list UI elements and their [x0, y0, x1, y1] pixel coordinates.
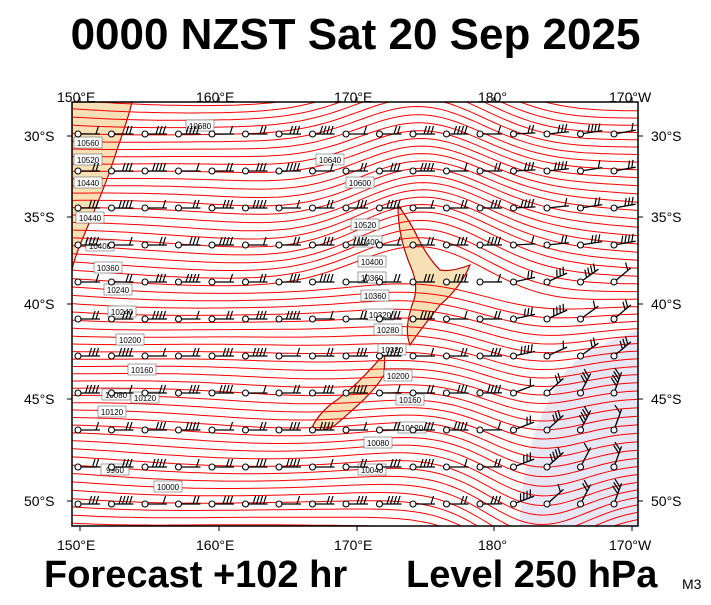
svg-text:10440: 10440 [77, 179, 100, 188]
lat-label-left-40s: 40°S [24, 296, 55, 312]
svg-text:10600: 10600 [349, 179, 372, 188]
svg-text:10160: 10160 [131, 366, 154, 375]
contour-label: 10440 [74, 177, 102, 188]
contour-label: 10400 [358, 256, 386, 267]
lat-label-left-35s: 35°S [24, 209, 55, 225]
svg-text:10120: 10120 [101, 408, 124, 417]
svg-text:10200: 10200 [119, 336, 142, 345]
lon-label-top-160e: 160°E [196, 89, 234, 105]
lon-label-top-170e: 170°E [334, 89, 372, 105]
contour-label: 10200 [116, 334, 144, 345]
svg-text:10000: 10000 [157, 483, 180, 492]
svg-text:10360: 10360 [364, 292, 387, 301]
svg-text:10360: 10360 [97, 264, 120, 273]
contour-label: 10160 [128, 364, 156, 375]
svg-text:10520: 10520 [77, 156, 100, 165]
lat-label-right-35s: 35°S [651, 209, 682, 225]
svg-text:10520: 10520 [354, 221, 377, 230]
svg-text:10160: 10160 [399, 396, 422, 405]
contour-label: 10640 [316, 154, 344, 165]
lon-label-bottom-180: 180° [478, 537, 507, 553]
svg-text:10640: 10640 [319, 156, 342, 165]
svg-text:10400: 10400 [89, 242, 112, 251]
contour-label: 10360 [94, 262, 122, 273]
contour-label: 10520 [351, 219, 379, 230]
contour-label: 10560 [74, 137, 102, 148]
lat-label-left-30s: 30°S [24, 128, 55, 144]
lon-label-bottom-170e: 170°E [334, 537, 372, 553]
contour-label: 10200 [384, 370, 412, 381]
contour-label: 10280 [374, 324, 402, 335]
level-label: Level 250 hPa [406, 554, 657, 597]
contour-label: 10240 [104, 284, 132, 295]
lat-label-left-45s: 45°S [24, 391, 55, 407]
lon-label-top-180: 180° [478, 89, 507, 105]
contour-label: 10120 [98, 406, 126, 417]
lon-label-top-150e: 150°E [57, 89, 95, 105]
contour-label: 10440 [76, 212, 104, 223]
svg-text:10440: 10440 [79, 214, 102, 223]
contour-label: 10080 [364, 437, 392, 448]
lat-label-right-50s: 50°S [651, 493, 682, 509]
svg-text:10240: 10240 [107, 286, 130, 295]
contour-label: 10600 [346, 177, 374, 188]
lon-label-top-170w: 170°W [609, 89, 651, 105]
contour-label: 9960 [101, 464, 129, 475]
lat-label-right-45s: 45°S [651, 391, 682, 407]
svg-text:10560: 10560 [77, 139, 100, 148]
lon-label-bottom-170w: 170°W [609, 537, 651, 553]
svg-text:10280: 10280 [377, 326, 400, 335]
lat-label-left-50s: 50°S [24, 493, 55, 509]
svg-text:10080: 10080 [367, 439, 390, 448]
lat-label-right-30s: 30°S [651, 128, 682, 144]
contour-label: 10080 [102, 389, 130, 400]
lon-label-bottom-150e: 150°E [57, 537, 95, 553]
svg-text:10400: 10400 [361, 258, 384, 267]
contour-label: 10680 [186, 120, 214, 131]
contour-label: 10160 [396, 394, 424, 405]
lat-label-right-40s: 40°S [651, 296, 682, 312]
lon-label-bottom-160e: 160°E [196, 537, 234, 553]
forecast-label: Forecast +102 hr [44, 554, 347, 597]
model-code: M3 [682, 576, 701, 592]
contour-label: 10000 [154, 481, 182, 492]
contour-label: 10360 [361, 290, 389, 301]
svg-text:10200: 10200 [387, 372, 410, 381]
